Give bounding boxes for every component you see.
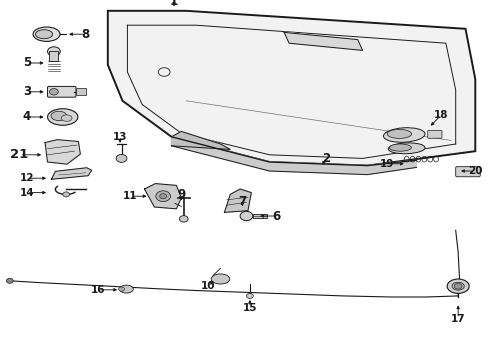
- Polygon shape: [145, 184, 181, 209]
- Circle shape: [49, 89, 58, 95]
- Ellipse shape: [447, 279, 469, 293]
- FancyBboxPatch shape: [428, 130, 442, 138]
- Polygon shape: [172, 131, 230, 149]
- Polygon shape: [172, 137, 416, 175]
- FancyBboxPatch shape: [456, 167, 480, 177]
- Bar: [49, 51, 58, 61]
- FancyBboxPatch shape: [48, 86, 76, 97]
- Circle shape: [116, 154, 127, 162]
- Text: 19: 19: [380, 159, 394, 169]
- Text: 20: 20: [468, 166, 483, 176]
- Circle shape: [156, 191, 171, 202]
- Text: 17: 17: [451, 314, 465, 324]
- Circle shape: [240, 211, 253, 221]
- Circle shape: [119, 287, 124, 291]
- Text: 6: 6: [273, 210, 281, 222]
- Polygon shape: [51, 168, 92, 179]
- Ellipse shape: [389, 144, 411, 151]
- Circle shape: [179, 216, 188, 222]
- Text: 12: 12: [20, 173, 34, 183]
- Text: 2: 2: [322, 152, 330, 165]
- Ellipse shape: [33, 27, 60, 41]
- Text: 10: 10: [201, 281, 216, 291]
- Text: 1: 1: [170, 0, 178, 8]
- Ellipse shape: [120, 285, 133, 293]
- Ellipse shape: [452, 282, 465, 290]
- Text: 3: 3: [23, 85, 31, 98]
- Circle shape: [160, 194, 167, 199]
- Circle shape: [246, 293, 253, 298]
- Text: 21: 21: [10, 148, 29, 161]
- Ellipse shape: [387, 129, 412, 138]
- Bar: [253, 214, 267, 218]
- Polygon shape: [284, 32, 363, 50]
- Text: 16: 16: [91, 285, 105, 295]
- Text: 9: 9: [177, 188, 185, 201]
- Text: 11: 11: [122, 191, 137, 201]
- Text: 5: 5: [23, 57, 31, 69]
- Text: 4: 4: [23, 111, 31, 123]
- Bar: [76, 88, 86, 95]
- Circle shape: [6, 278, 13, 283]
- Text: 7: 7: [239, 195, 246, 208]
- Text: 8: 8: [82, 28, 90, 41]
- Ellipse shape: [48, 109, 78, 125]
- Ellipse shape: [384, 128, 425, 142]
- Polygon shape: [108, 11, 475, 166]
- Ellipse shape: [61, 115, 72, 121]
- Ellipse shape: [51, 111, 67, 121]
- Polygon shape: [45, 140, 80, 164]
- Polygon shape: [224, 189, 251, 212]
- Text: 15: 15: [243, 303, 257, 313]
- Text: 18: 18: [434, 110, 448, 120]
- Ellipse shape: [35, 30, 53, 39]
- Ellipse shape: [211, 274, 230, 284]
- Circle shape: [454, 283, 462, 289]
- Text: 14: 14: [20, 188, 34, 198]
- Text: 13: 13: [113, 132, 127, 142]
- Circle shape: [63, 192, 70, 197]
- Ellipse shape: [389, 143, 425, 154]
- Circle shape: [48, 47, 60, 56]
